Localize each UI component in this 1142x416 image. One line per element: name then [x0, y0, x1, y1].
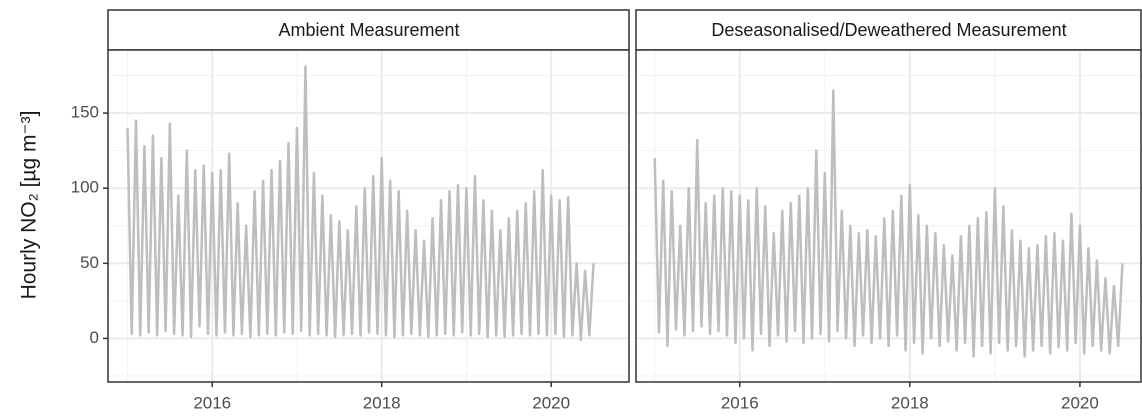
y-tick-label: 0: [90, 328, 99, 347]
x-tick-label: 2020: [1061, 393, 1099, 412]
strip-background: [635, 9, 1142, 51]
x-tick-label: 2016: [193, 393, 231, 412]
x-tick-label: 2016: [721, 393, 759, 412]
y-axis-label: Hourly NO₂ [µg m⁻³]: [18, 111, 41, 300]
x-tick-label: 2018: [363, 393, 401, 412]
y-tick-label: 150: [71, 103, 99, 122]
data-line: [126, 65, 595, 342]
panel-border: [107, 49, 630, 383]
x-tick-label: 2020: [532, 393, 570, 412]
strip-title: Ambient Measurement: [278, 20, 459, 40]
panel-border: [635, 49, 1142, 383]
strip-background: [107, 9, 630, 51]
y-tick-label: 100: [71, 178, 99, 197]
x-tick-label: 2018: [891, 393, 929, 412]
y-tick-label: 50: [80, 253, 99, 272]
data-line: [653, 89, 1124, 358]
strip-title: Deseasonalised/Deweathered Measurement: [711, 20, 1066, 40]
